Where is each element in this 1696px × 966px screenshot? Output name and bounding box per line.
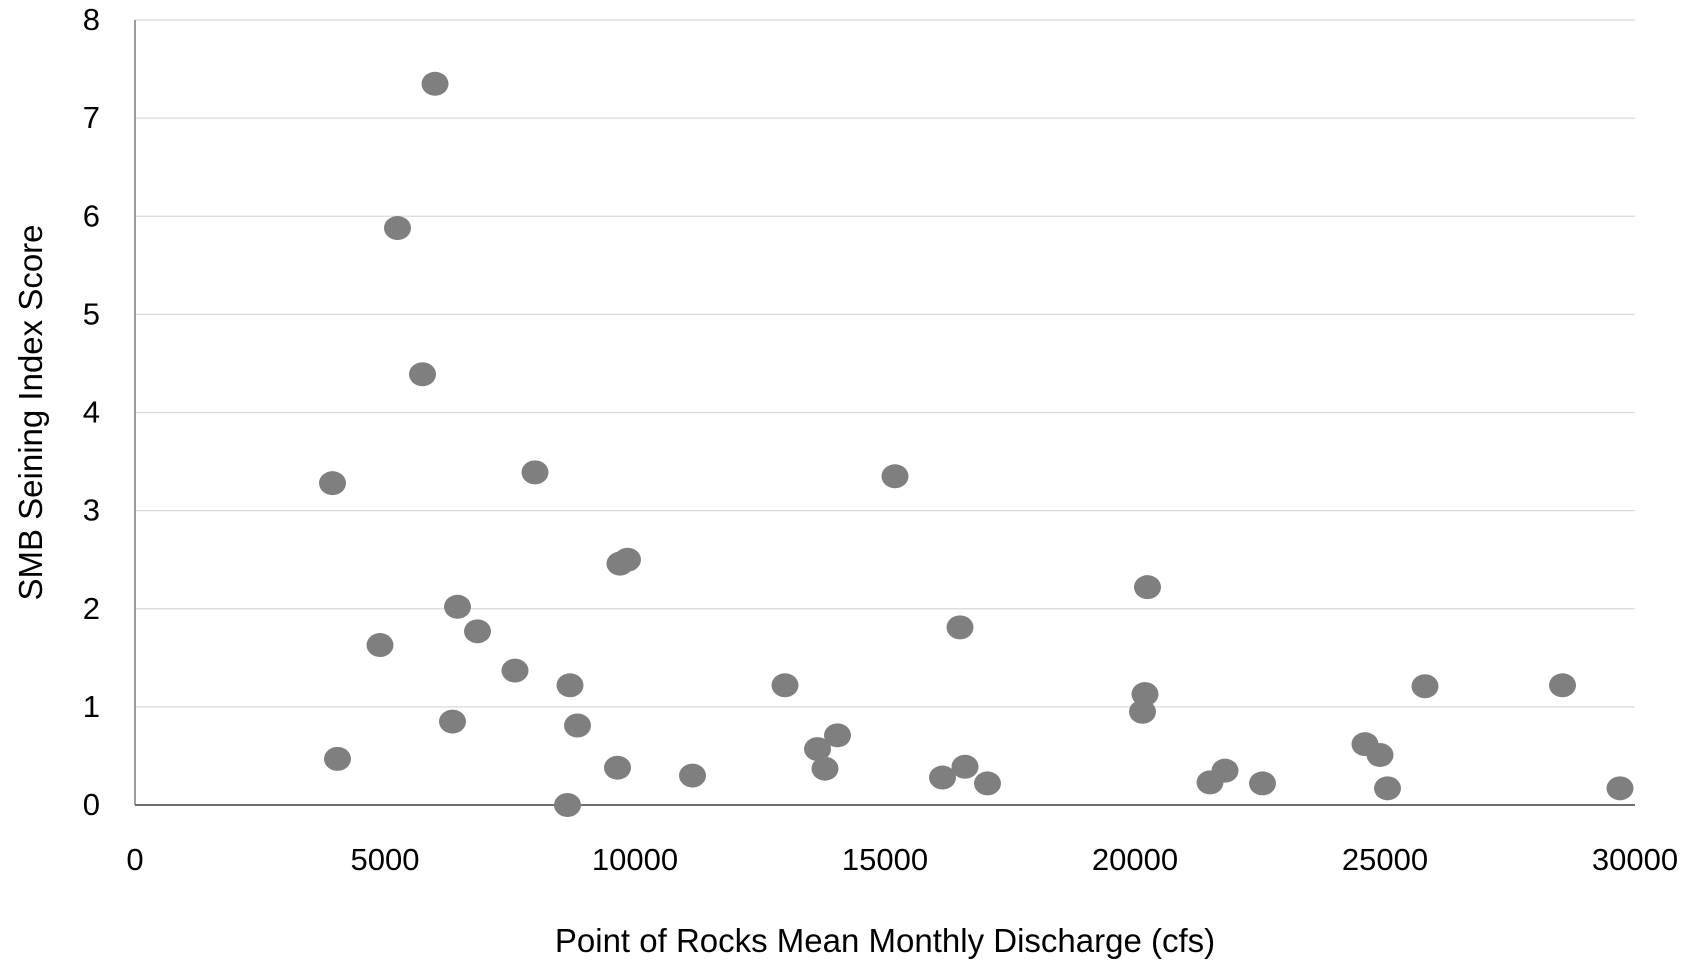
- data-point: [1134, 575, 1161, 600]
- data-point: [1411, 674, 1439, 699]
- data-point: [421, 71, 449, 96]
- data-point: [324, 746, 351, 771]
- data-point: [1366, 742, 1394, 767]
- data-point: [811, 756, 839, 781]
- x-tick-label: 0: [126, 842, 143, 877]
- y-tick-label: 0: [83, 787, 100, 822]
- y-tick-label: 8: [83, 2, 100, 37]
- data-point: [1211, 758, 1239, 783]
- y-tick-label: 4: [83, 395, 100, 430]
- x-tick-label: 5000: [351, 842, 420, 877]
- y-axis-tick-labels: 0 1 2 3 4 5 6 7 8: [83, 2, 100, 822]
- x-axis-tick-labels: 0 5000 10000 15000 20000 25000 30000: [126, 842, 1678, 877]
- x-tick-label: 15000: [842, 842, 928, 877]
- y-tick-label: 7: [83, 100, 100, 135]
- x-tick-label: 20000: [1092, 842, 1178, 877]
- data-point: [951, 754, 979, 779]
- data-point: [771, 673, 799, 698]
- x-axis-title: Point of Rocks Mean Monthly Discharge (c…: [555, 922, 1215, 959]
- data-point: [1131, 682, 1159, 707]
- y-tick-label: 2: [83, 591, 100, 626]
- y-tick-label: 5: [83, 296, 100, 331]
- y-axis-title: SMB Seining Index Score: [12, 224, 49, 600]
- data-points: [319, 71, 1634, 817]
- data-point: [946, 615, 974, 640]
- data-point: [614, 547, 641, 572]
- data-point: [1129, 699, 1156, 724]
- data-point: [564, 713, 591, 738]
- y-tick-label: 6: [83, 198, 100, 233]
- x-tick-label: 10000: [592, 842, 678, 877]
- data-point: [804, 737, 831, 762]
- y-tick-label: 1: [83, 689, 100, 724]
- data-point: [974, 771, 1001, 796]
- data-point: [444, 594, 471, 619]
- data-point: [366, 633, 394, 658]
- data-point: [1249, 771, 1276, 796]
- data-point: [319, 471, 346, 496]
- data-point: [464, 619, 491, 644]
- data-point: [439, 709, 466, 734]
- data-point: [556, 673, 584, 698]
- data-point: [929, 765, 956, 790]
- x-tick-label: 30000: [1592, 842, 1678, 877]
- data-point: [501, 658, 529, 683]
- data-point: [824, 723, 851, 748]
- data-point: [881, 464, 909, 489]
- y-tick-label: 3: [83, 493, 100, 528]
- gridlines: [135, 19, 1635, 708]
- data-point: [1549, 673, 1576, 698]
- axes: [134, 20, 1635, 806]
- data-point: [604, 755, 631, 780]
- data-point: [384, 216, 411, 241]
- data-point: [409, 362, 436, 387]
- x-tick-label: 25000: [1342, 842, 1428, 877]
- data-point: [679, 763, 706, 788]
- data-point: [1374, 776, 1401, 801]
- data-point: [521, 460, 549, 485]
- data-point: [1606, 776, 1634, 801]
- data-point: [554, 793, 581, 817]
